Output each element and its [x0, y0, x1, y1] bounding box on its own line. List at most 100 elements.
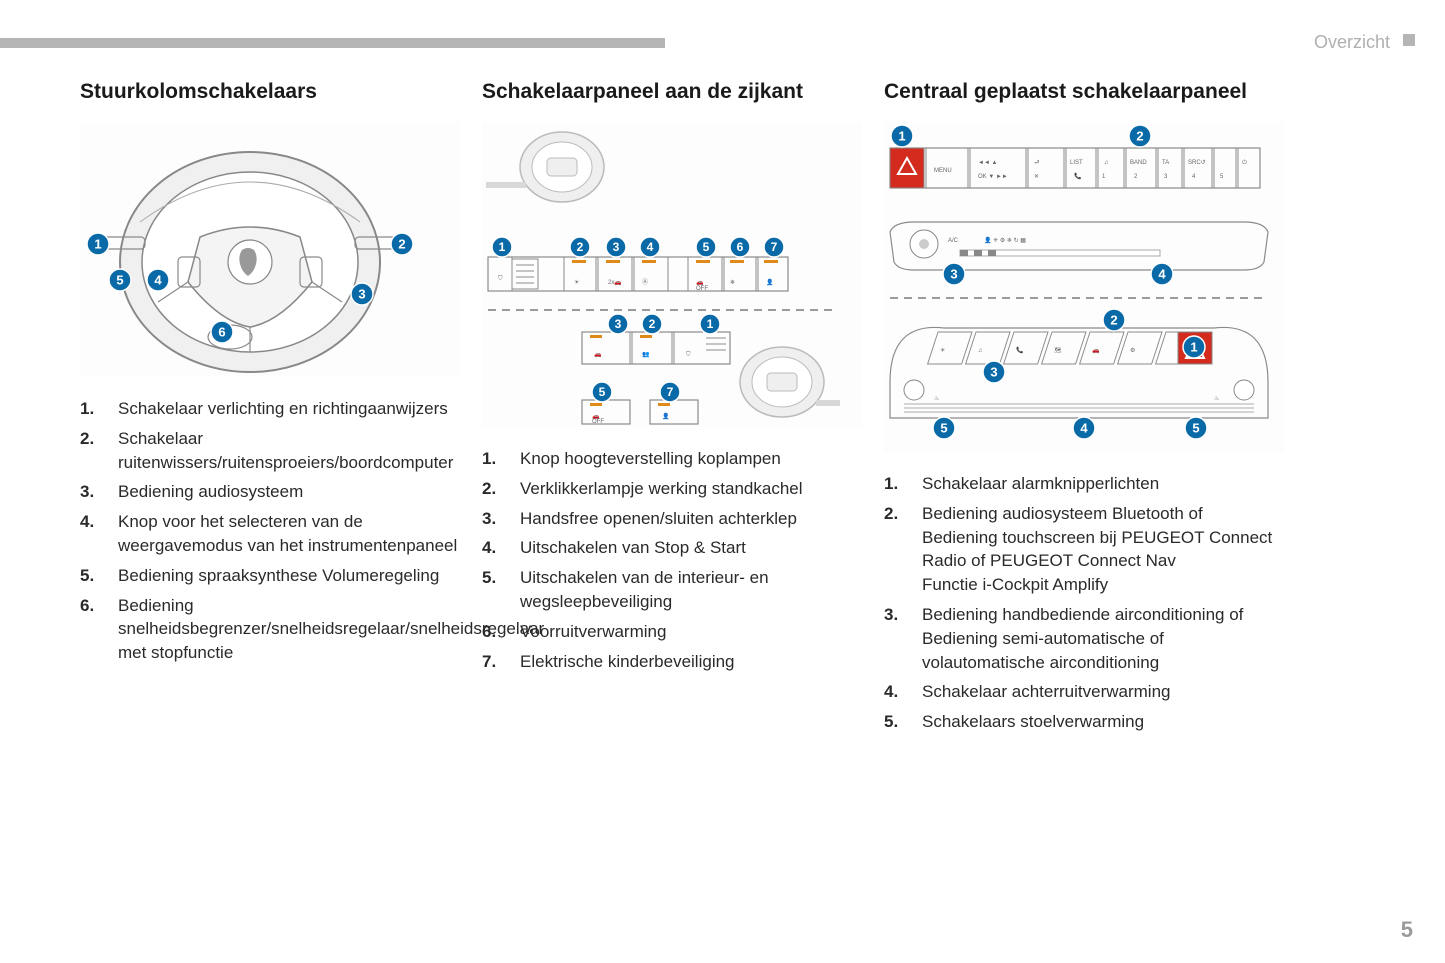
svg-text:☀: ☀ [940, 347, 945, 354]
item-number: 7. [482, 650, 520, 674]
svg-text:⚙: ⚙ [1130, 347, 1135, 354]
svg-text:LIST: LIST [1070, 160, 1083, 166]
svg-text:1: 1 [499, 240, 506, 254]
svg-text:1: 1 [707, 317, 714, 331]
svg-text:👤 ✳ ⚙ ❄ ↻ ▦: 👤 ✳ ⚙ ❄ ↻ ▦ [984, 236, 1026, 244]
col-side-panel: Schakelaarpaneel aan de zijkant [482, 80, 862, 740]
svg-text:3: 3 [1164, 174, 1168, 180]
item-number: 5. [884, 710, 922, 734]
item-number: 4. [482, 536, 520, 560]
item-text: Elektrische kinderbeveiliging [520, 650, 862, 674]
item-text: Schakelaars stoelverwarming [922, 710, 1284, 734]
list-item: 4.Uitschakelen van Stop & Start [482, 536, 862, 560]
item-number: 6. [80, 594, 118, 665]
col1-list: 1.Schakelaar verlichting en richtingaanw… [80, 397, 460, 665]
side-panel-diagram: ⛉ ☀ 2x🚗 Ⓐ 🚗 OFF ❄ 👤 🚗 [482, 122, 862, 427]
svg-text:A/C: A/C [948, 238, 959, 244]
item-text: Bediening spraaksynthese Volumeregeling [118, 564, 460, 588]
list-item: 6.Bediening snelheidsbegrenzer/snelheids… [80, 594, 460, 665]
svg-text:5: 5 [599, 385, 606, 399]
svg-text:1: 1 [1190, 340, 1197, 355]
header-square-marker [1403, 34, 1415, 46]
list-item: 5.Bediening spraaksynthese Volumeregelin… [80, 564, 460, 588]
item-number: 5. [482, 566, 520, 614]
list-item: 1.Schakelaar verlichting en richtingaanw… [80, 397, 460, 421]
svg-text:👤: 👤 [766, 278, 773, 286]
list-item: 2.Schakelaar ruitenwissers/ruitensproeie… [80, 427, 460, 475]
svg-text:♫: ♫ [1104, 160, 1109, 166]
svg-text:2: 2 [649, 317, 656, 331]
item-number: 3. [884, 603, 922, 674]
section-header: Overzicht [1314, 32, 1390, 53]
svg-text:❄: ❄ [730, 279, 735, 286]
svg-text:5: 5 [940, 421, 947, 436]
col1-title: Stuurkolomschakelaars [80, 80, 460, 104]
item-number: 1. [80, 397, 118, 421]
item-text: Schakelaar verlichting en richtingaanwij… [118, 397, 460, 421]
col3-title: Centraal geplaatst schakelaarpaneel [884, 80, 1284, 104]
steering-wheel-diagram: 123456 [80, 122, 460, 377]
col2-list: 1.Knop hoogteverstelling koplampen 2.Verk… [482, 447, 862, 673]
svg-text:MENU: MENU [934, 168, 952, 174]
svg-text:Ⓐ: Ⓐ [642, 278, 648, 286]
svg-text:1: 1 [94, 237, 101, 252]
svg-text:2: 2 [1136, 129, 1143, 144]
col3-list: 1.Schakelaar alarmknipperlichten2.Bedien… [884, 472, 1284, 734]
list-item: 1.Knop hoogteverstelling koplampen [482, 447, 862, 471]
item-text: Bediening audiosysteem [118, 480, 460, 504]
list-item: 2.Bediening audiosysteem Bluetooth ofBed… [884, 502, 1284, 597]
svg-text:📞: 📞 [1074, 172, 1082, 180]
list-item: 3.Handsfree openen/sluiten achterklep [482, 507, 862, 531]
item-number: 3. [80, 480, 118, 504]
svg-text:OFF: OFF [696, 286, 708, 292]
item-text: Schakelaar achterruitverwarming [922, 680, 1284, 704]
svg-text:3: 3 [613, 240, 620, 254]
item-number: 2. [482, 477, 520, 501]
item-text: Voorruitverwarming [520, 620, 862, 644]
item-text: Schakelaar ruitenwissers/ruitensproeiers… [118, 427, 460, 475]
svg-text:4: 4 [154, 273, 162, 288]
item-number: 4. [80, 510, 118, 558]
center-panel-diagram: MENU ◄◄ ▲ OK ▼ ►► ⮐ ✕ LIST 📞 ♫ 1 BAND 2 … [884, 122, 1284, 452]
item-text: Uitschakelen van Stop & Start [520, 536, 862, 560]
svg-text:2: 2 [577, 240, 584, 254]
item-text: Verklikkerlampje werking standkachel [520, 477, 862, 501]
svg-text:5: 5 [116, 273, 123, 288]
svg-text:♫: ♫ [978, 348, 983, 354]
item-text: Bediening snelheidsbegrenzer/snelheidsre… [118, 594, 544, 665]
svg-text:🚗: 🚗 [1092, 348, 1100, 354]
svg-text:1: 1 [898, 129, 905, 144]
list-item: 7.Elektrische kinderbeveiliging [482, 650, 862, 674]
svg-text:🚗: 🚗 [594, 352, 602, 358]
svg-text:OFF: OFF [592, 419, 604, 425]
svg-text:⛉: ⛉ [498, 275, 503, 282]
col2-title: Schakelaarpaneel aan de zijkant [482, 80, 862, 104]
page-number: 5 [1401, 917, 1413, 943]
svg-text:5: 5 [1192, 421, 1199, 436]
svg-text:BAND: BAND [1130, 160, 1147, 166]
svg-text:7: 7 [771, 240, 778, 254]
item-number: 2. [884, 502, 922, 597]
col-steering: Stuurkolomschakelaars [80, 80, 460, 740]
svg-text:1: 1 [1102, 174, 1106, 180]
svg-text:5: 5 [703, 240, 710, 254]
svg-text:5: 5 [1220, 174, 1224, 180]
item-text: Uitschakelen van de interieur- en wegsle… [520, 566, 862, 614]
list-item: 2.Verklikkerlampje werking standkachel [482, 477, 862, 501]
svg-text:4: 4 [1192, 174, 1196, 180]
list-item: 3.Bediening handbediende airconditioning… [884, 603, 1284, 674]
list-item: 3.Bediening audiosysteem [80, 480, 460, 504]
top-grey-bar [0, 38, 665, 48]
list-item: 5.Uitschakelen van de interieur- en wegs… [482, 566, 862, 614]
svg-text:📞: 📞 [1016, 346, 1024, 354]
svg-text:👥: 👥 [642, 351, 650, 358]
svg-text:4: 4 [1080, 421, 1088, 436]
col-center-panel: Centraal geplaatst schakelaarpaneel MENU… [884, 80, 1284, 740]
item-text: Knop voor het selecteren van de weergave… [118, 510, 460, 558]
svg-text:3: 3 [358, 287, 365, 302]
svg-text:2: 2 [1110, 313, 1117, 328]
svg-text:♨: ♨ [934, 395, 939, 402]
svg-text:4: 4 [1158, 267, 1166, 282]
svg-text:☀: ☀ [574, 279, 579, 286]
list-item: 4.Schakelaar achterruitverwarming [884, 680, 1284, 704]
